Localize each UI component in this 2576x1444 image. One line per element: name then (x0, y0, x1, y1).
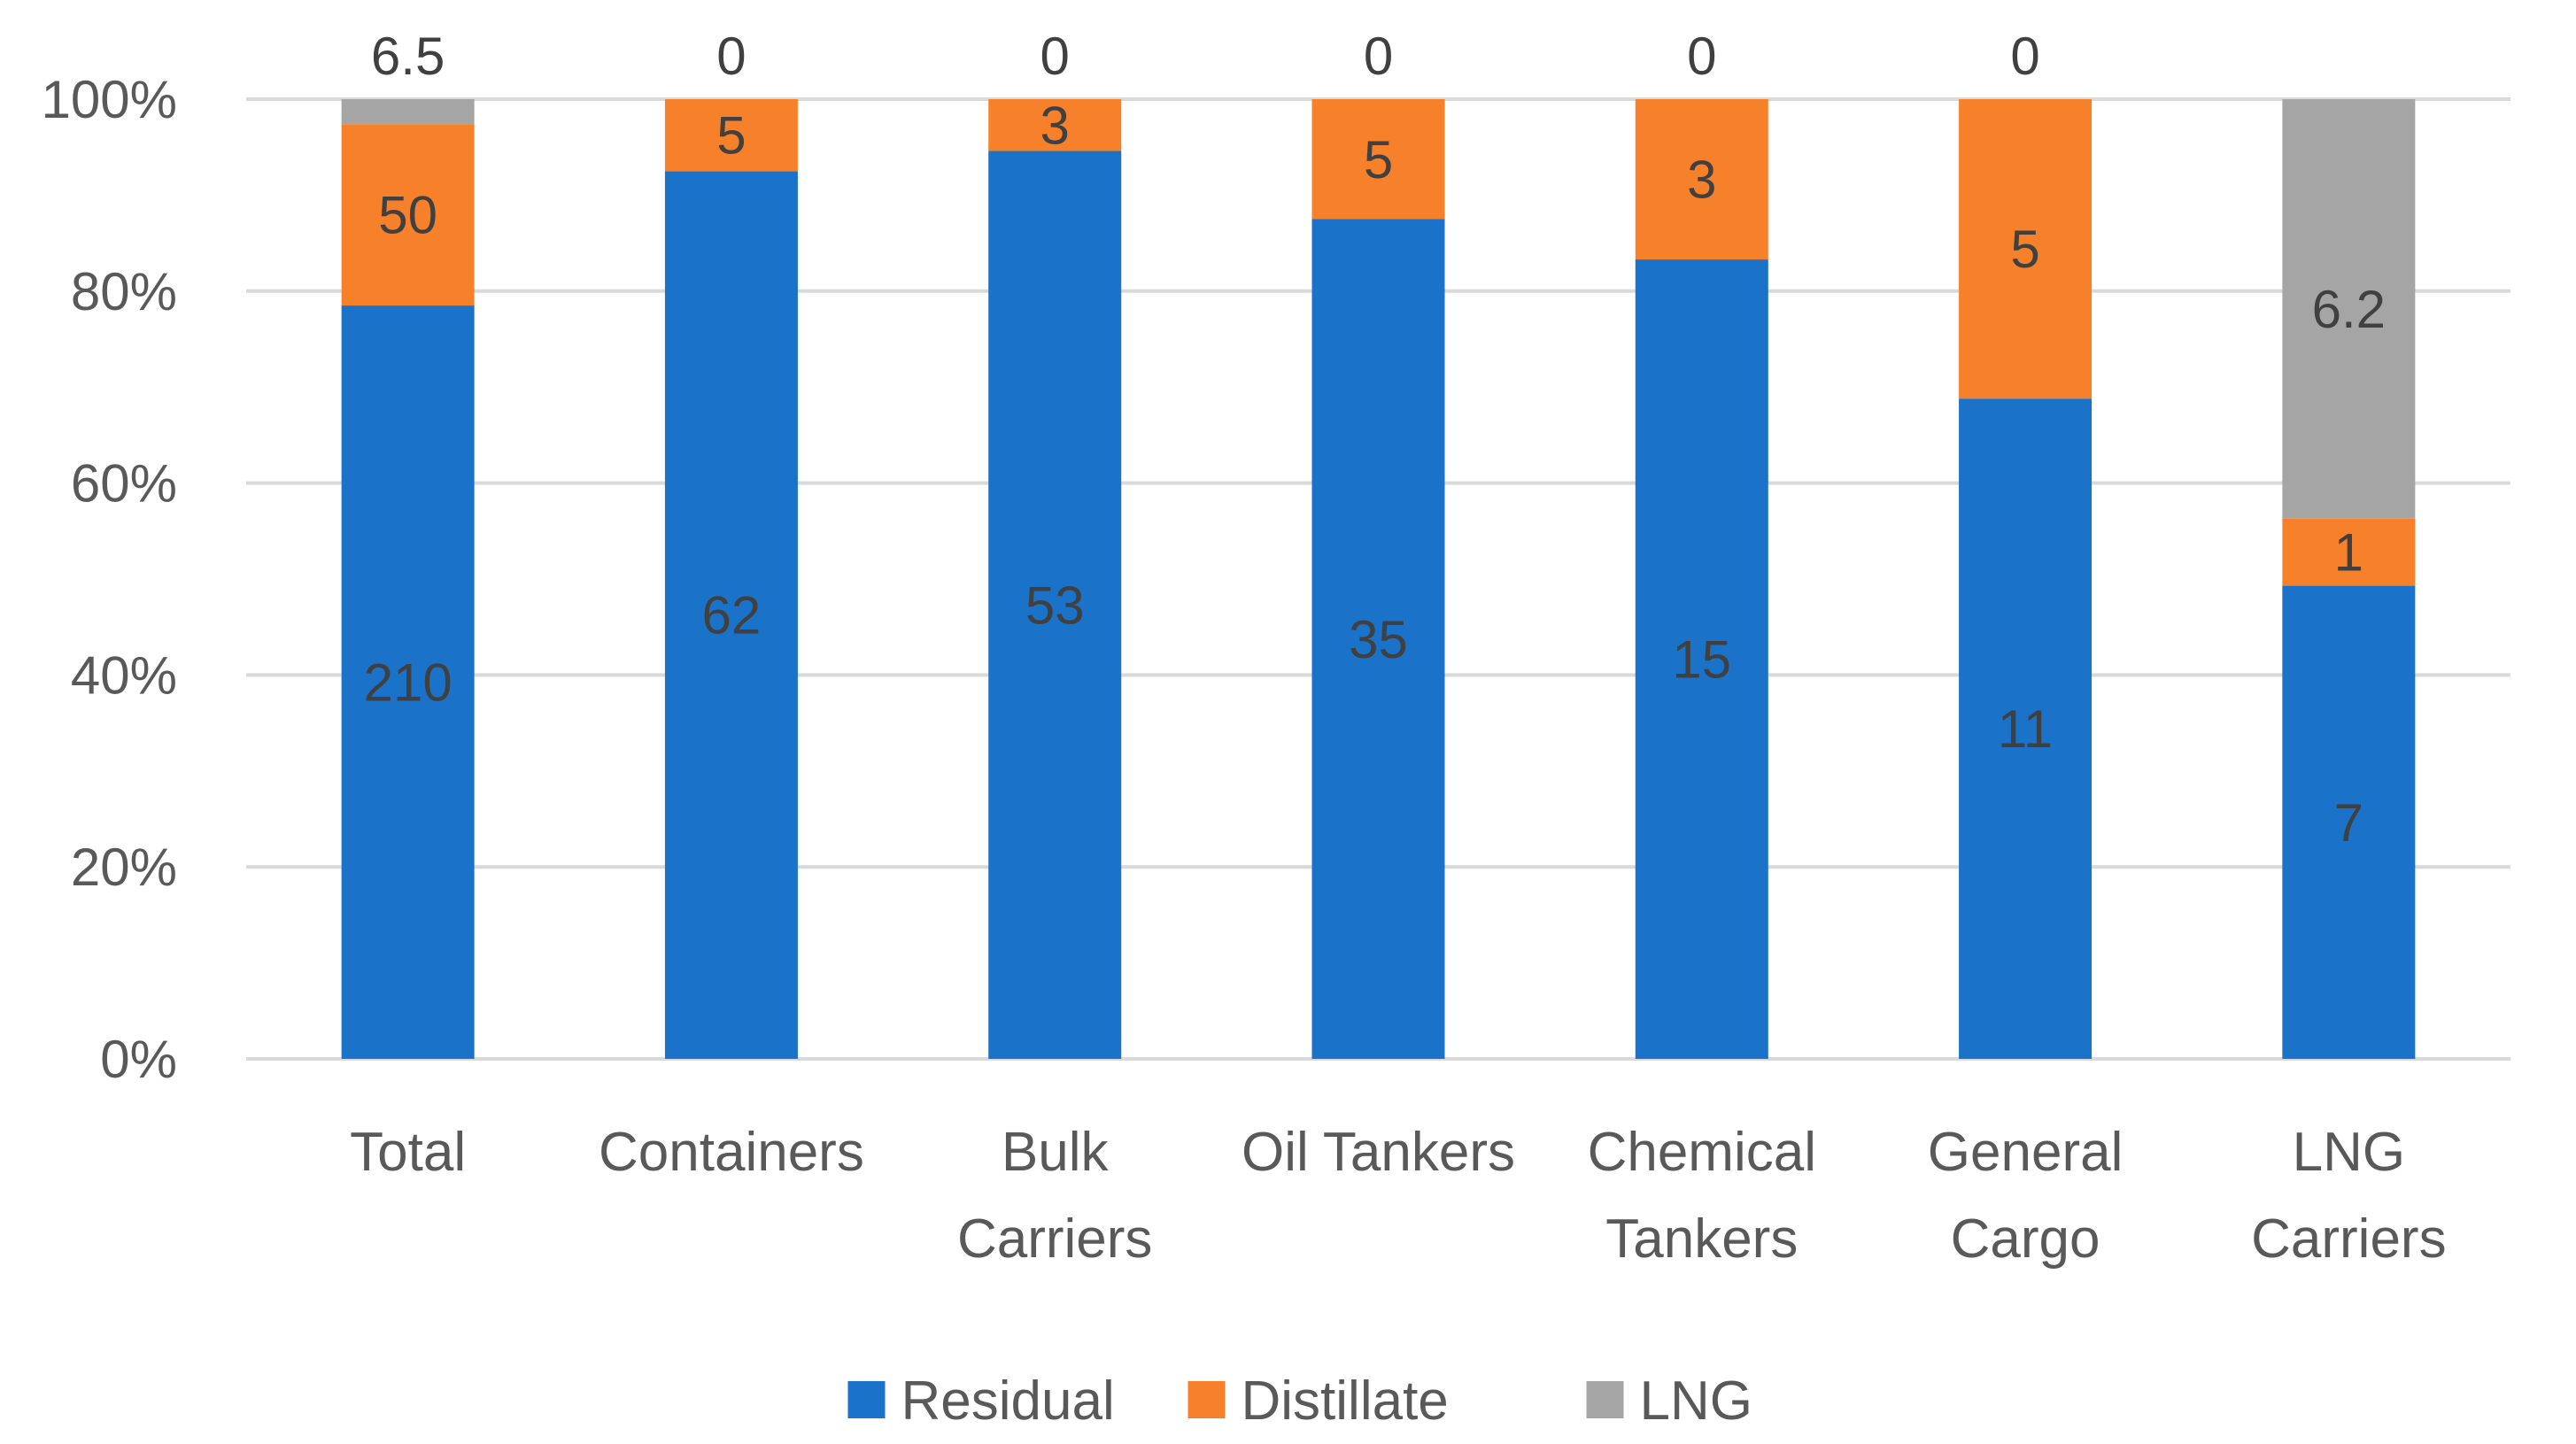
data-label-distillate: 50 (378, 186, 437, 245)
bar-segment-residual (341, 305, 475, 1059)
bar-segment-residual (2282, 585, 2416, 1059)
data-label-residual: 7 (2334, 793, 2363, 853)
data-label-lng: 6.2 (2312, 280, 2386, 339)
x-category-label: Tankers (1605, 1208, 1798, 1270)
x-category-label: Carriers (2251, 1208, 2446, 1270)
data-label-distillate: 1 (2334, 523, 2363, 583)
data-label-distillate: 3 (1687, 151, 1716, 210)
bar-segment-residual (988, 151, 1122, 1059)
data-label-lng: 0 (2010, 27, 2039, 86)
bar-segment-distillate (1959, 99, 2093, 399)
data-label-residual: 11 (1998, 699, 2053, 759)
legend-item-residual: Residual (847, 1371, 1115, 1432)
data-label-residual: 53 (1025, 575, 1085, 635)
x-axis-category-labels: Total Containers Bulk Carriers Oil Tankers Ch… (350, 1122, 2446, 1270)
x-category-label: Chemical (1588, 1122, 1816, 1183)
data-label-lng: 6.5 (371, 27, 445, 86)
bar-segment-distillate (2282, 518, 2416, 586)
data-label-lng: 0 (1364, 27, 1393, 86)
y-tick-label: 20% (71, 838, 177, 897)
data-label-lng: 0 (1687, 27, 1716, 86)
x-category-label: Containers (599, 1122, 864, 1183)
bar-segment-lng (341, 99, 475, 125)
data-label-lng: 0 (1040, 27, 1070, 86)
legend: Residual Distillate LNG (847, 1371, 1752, 1432)
x-category-label: Carriers (957, 1208, 1152, 1270)
bar-segment-residual (1311, 219, 1445, 1059)
legend-label: Distillate (1242, 1371, 1449, 1432)
y-tick-label: 40% (71, 645, 177, 705)
data-label-residual: 62 (702, 586, 762, 645)
x-category-label: LNG (2293, 1122, 2405, 1183)
bar-segment-residual (1959, 398, 2093, 1059)
data-label-residual: 15 (1672, 630, 1731, 690)
legend-item-distillate: Distillate (1187, 1371, 1449, 1432)
bar-segment-distillate (1635, 99, 1768, 260)
bar-segment-lng (2282, 99, 2416, 519)
data-label-distillate: 3 (1040, 96, 1070, 155)
y-tick-label: 0% (100, 1030, 177, 1089)
legend-swatch (847, 1381, 886, 1418)
bar-segment-distillate (664, 99, 798, 172)
bar-segment-distillate (988, 99, 1122, 151)
x-category-label: Oil Tankers (1242, 1122, 1515, 1183)
legend-label: LNG (1640, 1371, 1752, 1432)
data-label-residual: 210 (364, 653, 453, 713)
legend-swatch (1586, 1381, 1624, 1418)
y-axis-tick-labels: 0% 20% 40% 60% 80% 100% (42, 70, 177, 1089)
x-category-label: Cargo (1951, 1208, 2100, 1270)
bar-segment-residual (664, 171, 798, 1060)
data-label-lng: 0 (716, 27, 746, 86)
data-label-distillate: 5 (2010, 220, 2039, 279)
data-label-distillate: 5 (1364, 130, 1393, 189)
data-label-residual: 35 (1349, 610, 1408, 669)
legend-item-lng: LNG (1586, 1371, 1752, 1432)
legend-label: Residual (901, 1371, 1115, 1432)
bar-segment-residual (1635, 259, 1768, 1059)
legend-swatch (1187, 1381, 1226, 1418)
data-label-distillate: 5 (716, 106, 746, 166)
y-tick-label: 80% (71, 262, 177, 321)
y-tick-label: 100% (42, 70, 177, 129)
x-category-label: Total (350, 1122, 466, 1183)
bar-segment-distillate (1311, 99, 1445, 220)
bars (341, 99, 2416, 1060)
x-category-label: Bulk (1002, 1122, 1110, 1183)
y-tick-label: 60% (71, 454, 177, 514)
bar-segment-distillate (341, 124, 475, 306)
x-category-label: General (1928, 1122, 2123, 1183)
